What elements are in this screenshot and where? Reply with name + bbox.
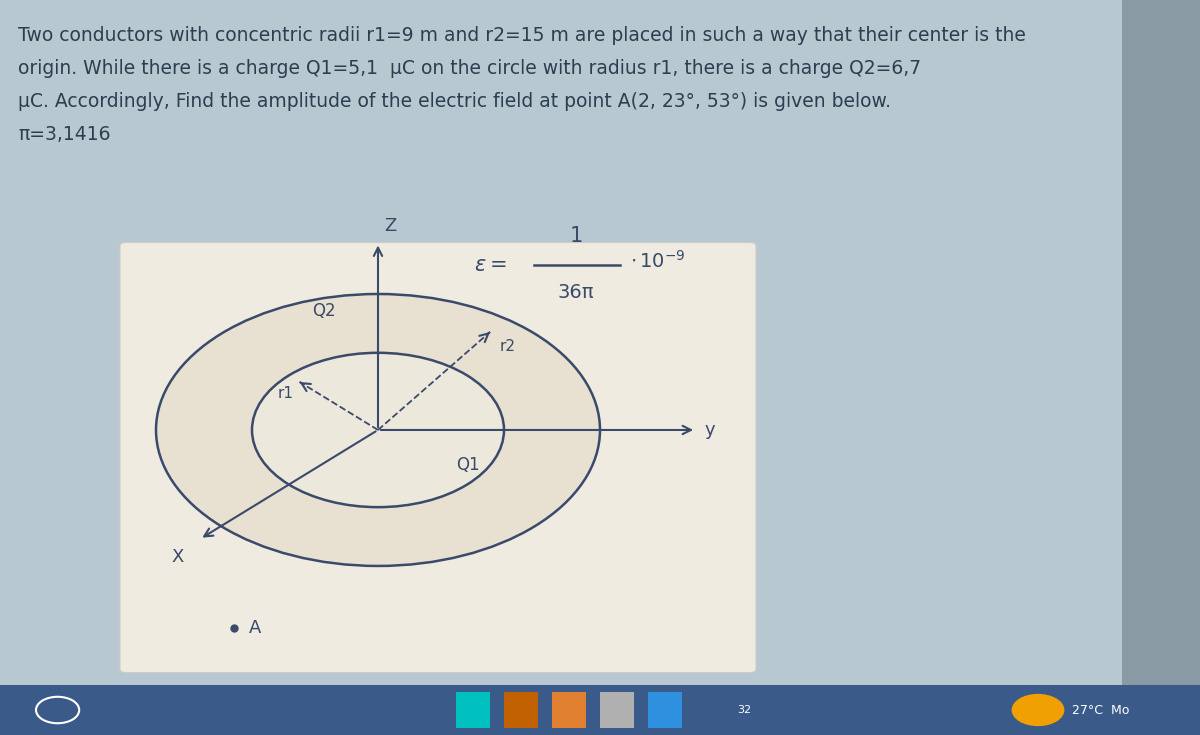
Text: A: A: [248, 620, 260, 637]
Text: Z: Z: [384, 218, 396, 235]
Text: μC. Accordingly, Find the amplitude of the electric field at point A(2, 23°, 53°: μC. Accordingly, Find the amplitude of t…: [18, 92, 890, 111]
Text: r1: r1: [277, 386, 294, 401]
Text: Two conductors with concentric radii r1=9 m and r2=15 m are placed in such a way: Two conductors with concentric radii r1=…: [18, 26, 1026, 45]
Text: Q1: Q1: [456, 456, 480, 473]
Bar: [456, 692, 490, 728]
Text: 27°C  Mo: 27°C Mo: [1072, 703, 1129, 717]
Text: Q2: Q2: [312, 302, 336, 320]
Bar: [504, 692, 538, 728]
Text: y: y: [704, 421, 715, 439]
Text: 36π: 36π: [558, 283, 594, 302]
Text: 1: 1: [569, 226, 583, 246]
Text: $\cdot\,10^{-9}$: $\cdot\,10^{-9}$: [630, 250, 685, 272]
Text: r2: r2: [499, 340, 516, 354]
Circle shape: [252, 353, 504, 507]
Circle shape: [1012, 694, 1064, 726]
Text: X: X: [172, 548, 184, 566]
Bar: [648, 692, 682, 728]
Text: $\epsilon=$: $\epsilon=$: [474, 254, 506, 275]
Text: π=3,1416: π=3,1416: [18, 125, 110, 144]
Text: 32: 32: [737, 705, 751, 715]
Bar: [600, 692, 634, 728]
Circle shape: [156, 294, 600, 566]
FancyBboxPatch shape: [120, 243, 756, 673]
Bar: [552, 692, 586, 728]
Bar: [1122, 0, 1200, 687]
Bar: [0, 685, 1200, 735]
Text: origin. While there is a charge Q1=5,1  μC on the circle with radius r1, there i: origin. While there is a charge Q1=5,1 μ…: [18, 59, 922, 78]
